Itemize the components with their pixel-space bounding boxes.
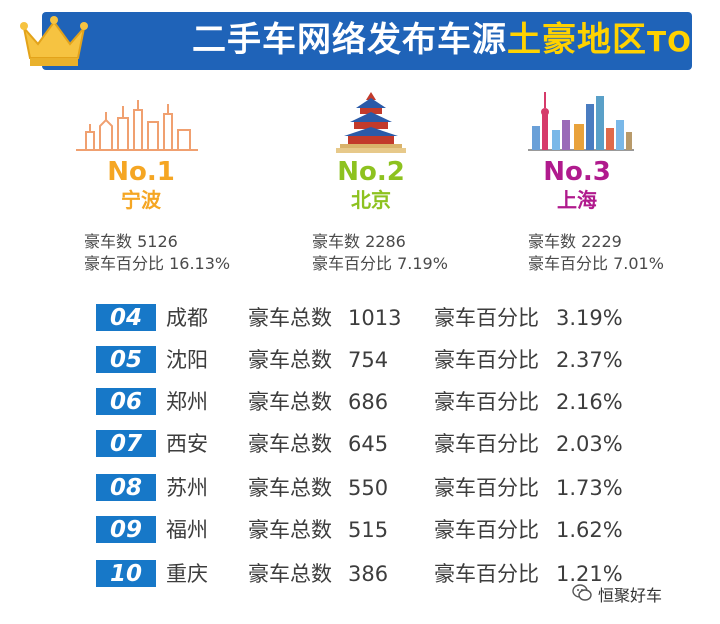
count-label: 豪车总数: [248, 518, 332, 542]
title-highlight: 土豪地区: [507, 20, 647, 60]
city-name: 成都: [166, 306, 208, 330]
car-percent: 豪车百分比 16.13%: [84, 254, 231, 273]
rank-badge: 04: [96, 304, 156, 331]
count-value: 686: [348, 390, 389, 414]
rank-label: No.1: [107, 157, 175, 187]
table-row: 06 郑州 豪车总数 686 豪车百分比 2.16%: [0, 384, 720, 420]
ningbo-skyline-icon: [76, 100, 198, 151]
temple-of-heaven-icon: [336, 92, 406, 153]
rank-badge: 07: [96, 430, 156, 457]
count-value: 515: [348, 518, 389, 542]
count-label: 豪车总数: [248, 306, 332, 330]
count-value: 386: [348, 562, 389, 586]
city-name: 北京: [351, 188, 391, 212]
count-value: 1013: [348, 306, 402, 330]
table-row: 07 西安 豪车总数 645 豪车百分比 2.03%: [0, 426, 720, 462]
percent-value: 1.21%: [556, 562, 623, 586]
table-row: 08 苏州 豪车总数 550 豪车百分比 1.73%: [0, 470, 720, 506]
percent-value: 1.73%: [556, 476, 623, 500]
rank-label: No.3: [543, 157, 611, 187]
wechat-icon: [572, 584, 592, 601]
city-name: 福州: [166, 518, 208, 542]
count-value: 645: [348, 432, 389, 456]
percent-label: 豪车百分比: [434, 432, 539, 456]
title-suffix: TOP10: [647, 25, 692, 58]
podium-3: No.3 上海: [532, 158, 622, 212]
count-label: 豪车总数: [248, 476, 332, 500]
percent-label: 豪车百分比: [434, 348, 539, 372]
car-count: 豪车数 5126: [84, 232, 178, 251]
city-name: 苏州: [166, 476, 208, 500]
crown-icon: [20, 16, 88, 66]
city-name: 宁波: [121, 188, 161, 212]
car-percent: 豪车百分比 7.19%: [312, 254, 448, 273]
table-row: 09 福州 豪车总数 515 豪车百分比 1.62%: [0, 512, 720, 548]
percent-value: 1.62%: [556, 518, 623, 542]
percent-value: 2.37%: [556, 348, 623, 372]
title-banner: 二手车网络发布车源土豪地区TOP10: [42, 12, 692, 70]
percent-value: 3.19%: [556, 306, 623, 330]
table-row: 04 成都 豪车总数 1013 豪车百分比 3.19%: [0, 300, 720, 336]
count-value: 754: [348, 348, 389, 372]
percent-label: 豪车百分比: [434, 476, 539, 500]
city-name: 郑州: [166, 390, 208, 414]
rank-badge: 10: [96, 560, 156, 587]
city-name: 上海: [557, 188, 597, 212]
rank-badge: 08: [96, 474, 156, 501]
count-label: 豪车总数: [248, 562, 332, 586]
title-prefix: 二手车网络发布车源: [192, 20, 507, 60]
city-name: 西安: [166, 432, 208, 456]
count-label: 豪车总数: [248, 432, 332, 456]
city-name: 沈阳: [166, 348, 208, 372]
percent-label: 豪车百分比: [434, 306, 539, 330]
table-row: 10 重庆 豪车总数 386 豪车百分比 1.21%: [0, 556, 720, 592]
percent-label: 豪车百分比: [434, 562, 539, 586]
car-percent: 豪车百分比 7.01%: [528, 254, 664, 273]
table-row: 05 沈阳 豪车总数 754 豪车百分比 2.37%: [0, 342, 720, 378]
percent-value: 2.16%: [556, 390, 623, 414]
podium-1: No.1 宁波: [96, 158, 186, 212]
page-title: 二手车网络发布车源土豪地区TOP10: [192, 18, 692, 64]
rank-label: No.2: [337, 157, 405, 187]
rank-badge: 06: [96, 388, 156, 415]
car-count: 豪车数 2229: [528, 232, 622, 251]
city-name: 重庆: [166, 562, 208, 586]
percent-label: 豪车百分比: [434, 518, 539, 542]
count-label: 豪车总数: [248, 348, 332, 372]
percent-value: 2.03%: [556, 432, 623, 456]
rank-badge: 09: [96, 516, 156, 543]
podium-2: No.2 北京: [326, 158, 416, 212]
watermark-text: 恒聚好车: [598, 586, 663, 605]
count-label: 豪车总数: [248, 390, 332, 414]
car-count: 豪车数 2286: [312, 232, 406, 251]
percent-label: 豪车百分比: [434, 390, 539, 414]
count-value: 550: [348, 476, 389, 500]
rank-badge: 05: [96, 346, 156, 373]
shanghai-skyline-icon: [528, 92, 634, 151]
